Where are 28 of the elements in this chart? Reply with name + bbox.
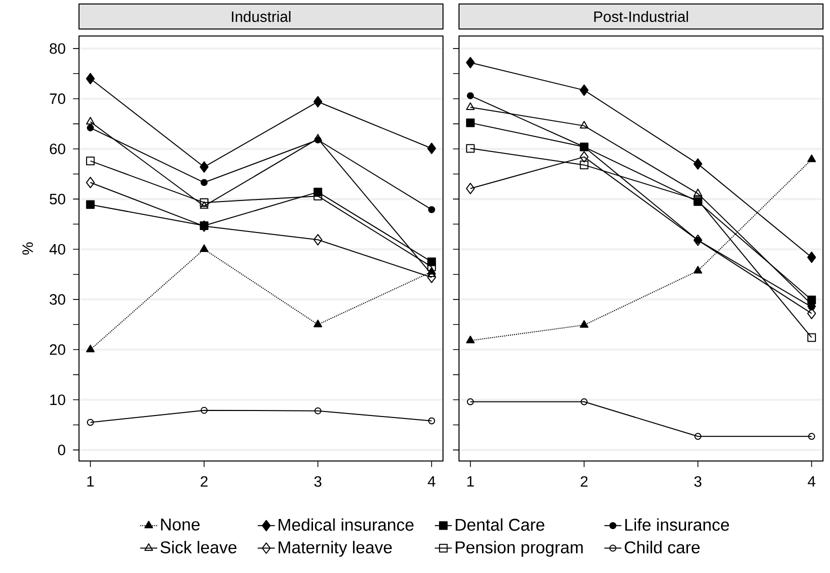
x-tick-label: 2 [200, 476, 208, 487]
x-tick-label: 4 [428, 476, 436, 487]
y-tick-label: 70 [50, 93, 66, 104]
y-tick-label: 30 [50, 294, 66, 305]
x-tick-label: 1 [87, 476, 94, 487]
legend-label: Life insurance [625, 518, 729, 531]
x-tick-label: 3 [314, 476, 322, 487]
legend-label: Sick leave [160, 540, 236, 554]
y-tick-label: 0 [58, 444, 66, 456]
y-tick-label: 10 [50, 394, 66, 406]
y-tick-label: 60 [50, 144, 66, 154]
x-tick-label: 1 [467, 476, 474, 487]
legend-label: Maternity leave [278, 540, 392, 557]
x-tick-label: 2 [580, 476, 588, 487]
chart-title: Industrial [232, 10, 290, 22]
x-tick-label: 3 [694, 476, 702, 487]
y-tick-label: 40 [49, 244, 66, 255]
legend-label: Child care [624, 540, 700, 554]
legend-label: Medical insurance [278, 518, 414, 531]
y-tick-label: 80 [50, 43, 66, 54]
y-axis-title: % [22, 242, 33, 255]
y-tick-label: 50 [50, 194, 66, 204]
chart-title: Post-Industrial [594, 10, 688, 22]
x-tick-label: 4 [808, 476, 816, 487]
legend-label: Pension program [456, 540, 583, 557]
legend-label: Dental Care [456, 518, 544, 531]
legend-label: None [161, 518, 200, 531]
y-tick-label: 20 [50, 344, 66, 355]
